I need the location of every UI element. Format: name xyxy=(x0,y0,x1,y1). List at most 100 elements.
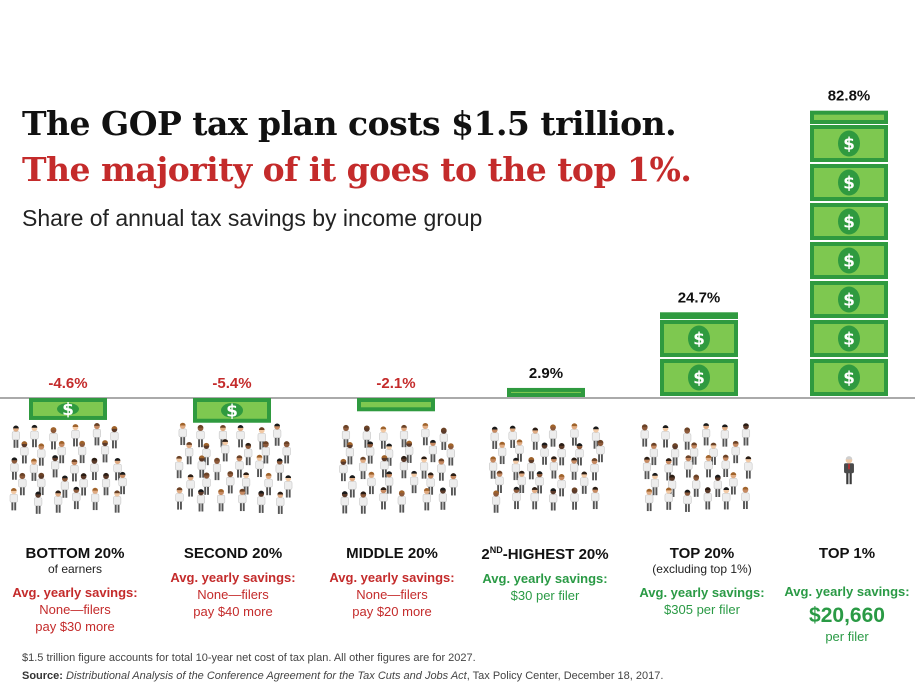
person-part xyxy=(114,490,120,494)
group-name: SECOND 20% xyxy=(183,545,283,562)
person-part xyxy=(706,467,709,478)
group-subtext: (excluding top 1%) xyxy=(652,562,752,576)
person-icon xyxy=(367,471,376,495)
person-icon xyxy=(273,423,282,446)
person-part xyxy=(693,487,696,497)
person-icon xyxy=(196,424,205,448)
person-part xyxy=(185,447,194,457)
person-icon xyxy=(515,439,524,462)
person-part xyxy=(651,455,654,466)
person-part xyxy=(222,439,229,442)
person-part xyxy=(726,467,729,478)
source-note: Source: Distributional Analysis of the C… xyxy=(22,670,663,682)
dollar-bill-icon xyxy=(660,312,738,319)
person-part xyxy=(274,436,277,446)
person-part xyxy=(438,458,445,462)
person-part xyxy=(650,478,660,488)
person-part xyxy=(266,453,269,464)
person-part xyxy=(530,492,539,502)
person-part xyxy=(513,486,520,490)
person-icon xyxy=(282,441,291,464)
person-part xyxy=(684,489,691,493)
person-icon xyxy=(101,472,111,496)
person-icon xyxy=(385,443,394,466)
person-part xyxy=(383,499,386,510)
value-label: -2.1% xyxy=(376,375,415,392)
person-part xyxy=(386,443,392,447)
person-part xyxy=(379,432,388,441)
person-part xyxy=(345,503,348,514)
bill-part xyxy=(660,312,738,319)
person-part xyxy=(363,469,366,480)
person-icon xyxy=(642,456,652,480)
person-part xyxy=(243,472,249,476)
person-part xyxy=(725,437,728,447)
person-part xyxy=(438,471,441,481)
person-part xyxy=(179,468,182,479)
person-part xyxy=(518,470,525,474)
person-part xyxy=(644,456,650,460)
person-part xyxy=(257,467,260,478)
person-part xyxy=(280,504,283,514)
person-part xyxy=(562,455,565,466)
person-part xyxy=(743,436,746,446)
person-part xyxy=(540,448,549,457)
person-part xyxy=(202,478,211,487)
person-part xyxy=(238,437,241,448)
person-part xyxy=(517,452,520,462)
person-part xyxy=(405,446,414,456)
person-part xyxy=(684,461,693,470)
person-part xyxy=(386,456,389,466)
person-part xyxy=(433,452,436,463)
person-part xyxy=(495,439,498,449)
person-part xyxy=(52,467,55,478)
person-icon xyxy=(405,440,414,463)
person-icon xyxy=(78,440,87,464)
person-part xyxy=(499,441,506,445)
person-part xyxy=(220,437,223,448)
person-part xyxy=(490,432,499,442)
person-part xyxy=(430,439,436,443)
person-part xyxy=(14,500,17,511)
person-icon xyxy=(704,455,713,478)
person-part xyxy=(105,452,108,463)
person-part xyxy=(723,467,726,478)
person-part xyxy=(519,452,522,462)
person-icon xyxy=(549,488,558,511)
person-part xyxy=(450,473,457,476)
person-part xyxy=(672,487,675,497)
person-part xyxy=(410,476,419,486)
person-icon xyxy=(60,475,69,498)
value-label: 82.8% xyxy=(828,88,871,105)
person-part xyxy=(715,487,718,497)
person-part xyxy=(708,499,711,510)
person-part xyxy=(18,478,27,488)
person-icon xyxy=(428,439,437,463)
person-part xyxy=(532,440,535,450)
person-part xyxy=(489,462,498,471)
person-part xyxy=(178,428,187,438)
person-part xyxy=(189,454,192,465)
person-icon xyxy=(649,442,658,466)
person-part xyxy=(202,448,211,458)
person-part xyxy=(685,455,692,459)
person-part xyxy=(646,501,649,512)
person-part xyxy=(640,430,649,439)
person-part xyxy=(230,483,233,494)
person-part xyxy=(691,455,694,465)
person-part xyxy=(359,497,368,506)
person-part xyxy=(745,469,748,479)
person-part xyxy=(513,457,519,461)
person-part xyxy=(113,463,122,473)
person-part xyxy=(703,435,706,446)
person-part xyxy=(642,437,645,447)
person-part xyxy=(688,468,691,478)
group-top-20: TOP 20% (excluding top 1%) Avg. yearly s… xyxy=(627,545,777,618)
person-part xyxy=(50,427,57,430)
person-part xyxy=(492,496,501,505)
person-icon xyxy=(645,488,654,512)
person-part xyxy=(183,435,186,446)
person-part xyxy=(103,472,109,476)
person-part xyxy=(380,426,387,430)
person-part xyxy=(273,429,282,438)
